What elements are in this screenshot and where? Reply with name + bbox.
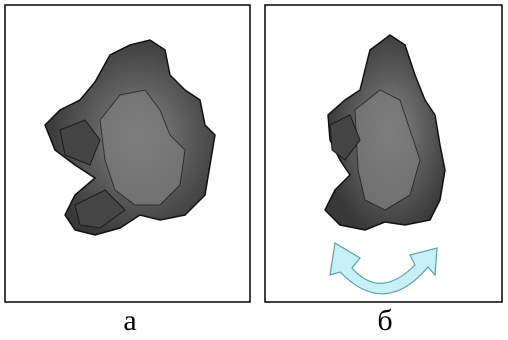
page: а б (() => { const data = JSON.parse(doc…	[0, 0, 508, 340]
figure: а б	[0, 0, 508, 340]
panel-label: б	[377, 304, 392, 337]
panel-label: а	[123, 304, 136, 337]
